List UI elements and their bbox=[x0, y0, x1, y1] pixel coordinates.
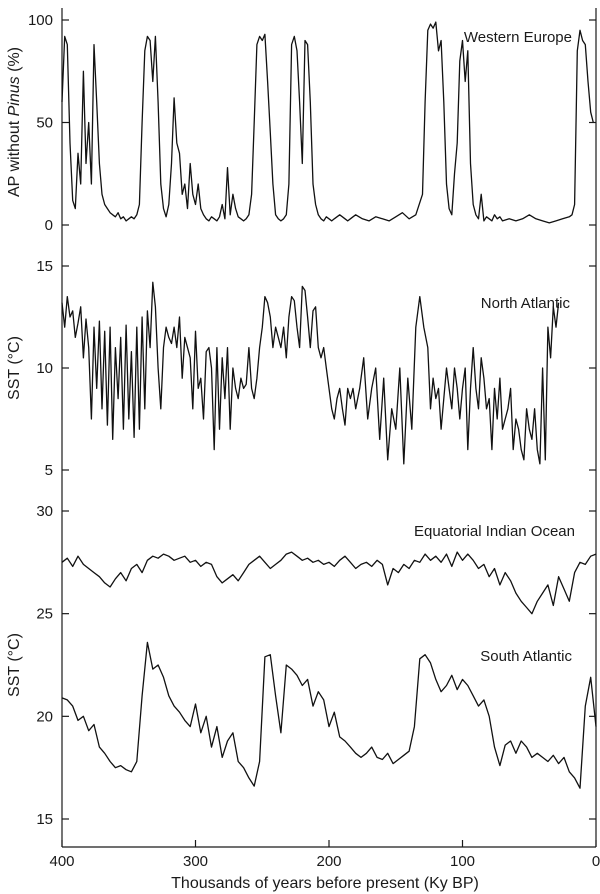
y-axis-title-part: SST (°C) bbox=[6, 633, 23, 697]
x-tick-label: 300 bbox=[183, 853, 208, 870]
ticks-layer bbox=[61, 19, 597, 847]
series-line bbox=[61, 21, 594, 224]
y-axis-title-part: Pinus bbox=[6, 76, 23, 116]
y-axis-title-part: (%) bbox=[6, 47, 23, 76]
x-tick-label: 100 bbox=[450, 853, 475, 870]
labels-layer: 400 300 200 100 0 0 50 100 AP without Pinus (%) W… bbox=[6, 12, 600, 870]
series-line bbox=[61, 551, 597, 615]
x-tick-label: 0 bbox=[592, 853, 600, 870]
y-tick-label: 30 bbox=[36, 503, 53, 520]
y-tick-label: 5 bbox=[45, 462, 53, 479]
y-tick-label: 15 bbox=[36, 811, 53, 828]
y-axis-title-part: SST (°C) bbox=[6, 336, 23, 400]
series-line bbox=[61, 641, 597, 789]
y-tick-label: 15 bbox=[36, 258, 53, 275]
y-tick-label: 20 bbox=[36, 708, 53, 725]
x-tick-label: 200 bbox=[316, 853, 341, 870]
y-axis-title-part: AP without bbox=[6, 116, 23, 197]
series-label: Equatorial Indian Ocean bbox=[414, 523, 575, 540]
y-axis-title: SST (°C) bbox=[6, 633, 23, 697]
series-label: North Atlantic bbox=[481, 295, 571, 312]
x-axis-title: Thousands of years before present (Ky BP… bbox=[171, 875, 479, 892]
y-tick-label: 100 bbox=[28, 12, 53, 29]
series-line bbox=[61, 281, 560, 465]
series-label: South Atlantic bbox=[480, 648, 572, 665]
x-tick-label: 400 bbox=[49, 853, 74, 870]
y-axis-title: AP without Pinus (%) bbox=[6, 47, 23, 197]
y-tick-label: 25 bbox=[36, 606, 53, 623]
series-layer bbox=[61, 21, 597, 789]
series-label: Western Europe bbox=[464, 29, 572, 46]
y-axis-title: SST (°C) bbox=[6, 336, 23, 400]
y-tick-label: 0 bbox=[45, 217, 53, 234]
y-tick-label: 50 bbox=[36, 115, 53, 132]
y-tick-label: 10 bbox=[36, 360, 53, 377]
